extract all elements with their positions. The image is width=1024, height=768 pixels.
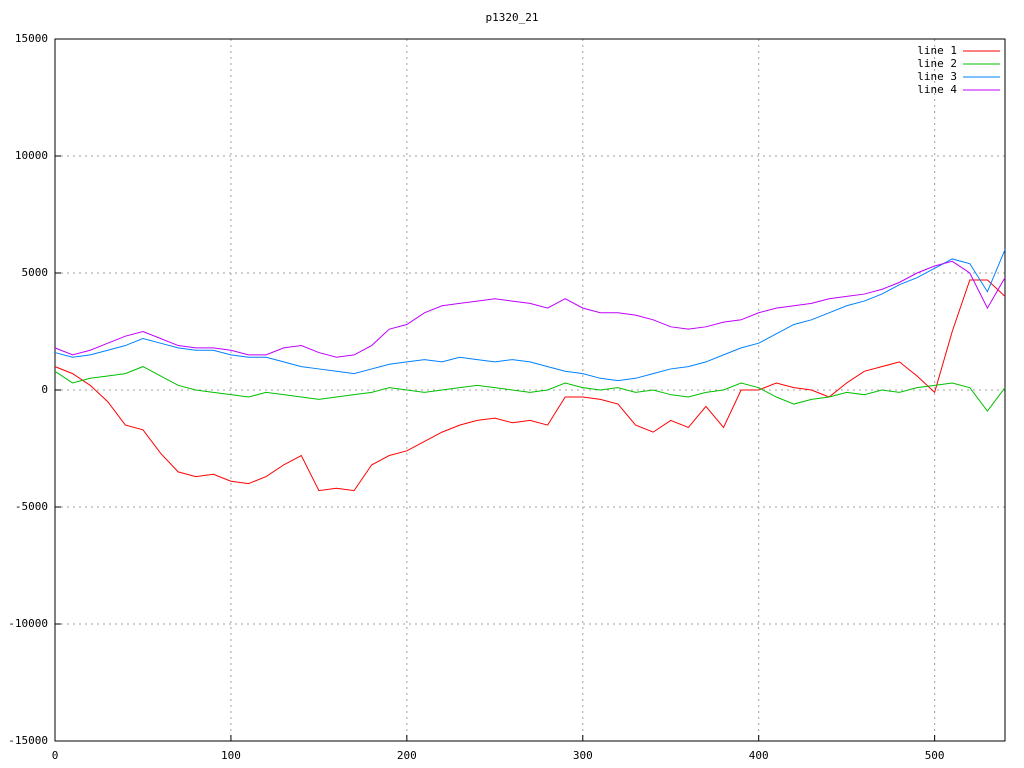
series-line [54, 249, 1006, 382]
legend-label: line 2 [917, 57, 957, 70]
y-tick-label: 5000 [22, 266, 49, 279]
legend-label: line 4 [917, 83, 957, 96]
x-tick-label: 200 [397, 749, 417, 762]
x-tick-label: 0 [52, 749, 59, 762]
x-tick-label: 300 [573, 749, 593, 762]
y-tick-label: 10000 [15, 149, 48, 162]
y-tick-label: -5000 [15, 500, 48, 513]
y-tick-label: -15000 [8, 734, 48, 747]
series-line [54, 279, 1006, 492]
y-tick-label: 15000 [15, 32, 48, 45]
chart-title: p1320_21 [486, 11, 539, 24]
plot-frame [54, 38, 1006, 742]
legend-label: line 3 [917, 70, 957, 83]
y-tick-label: 0 [41, 383, 48, 396]
series-line [54, 260, 1006, 358]
y-tick-label: -10000 [8, 617, 48, 630]
x-tick-label: 400 [749, 749, 769, 762]
series-line [54, 366, 1006, 412]
legend-label: line 1 [917, 44, 957, 57]
x-tick-label: 100 [221, 749, 241, 762]
x-tick-label: 500 [925, 749, 945, 762]
